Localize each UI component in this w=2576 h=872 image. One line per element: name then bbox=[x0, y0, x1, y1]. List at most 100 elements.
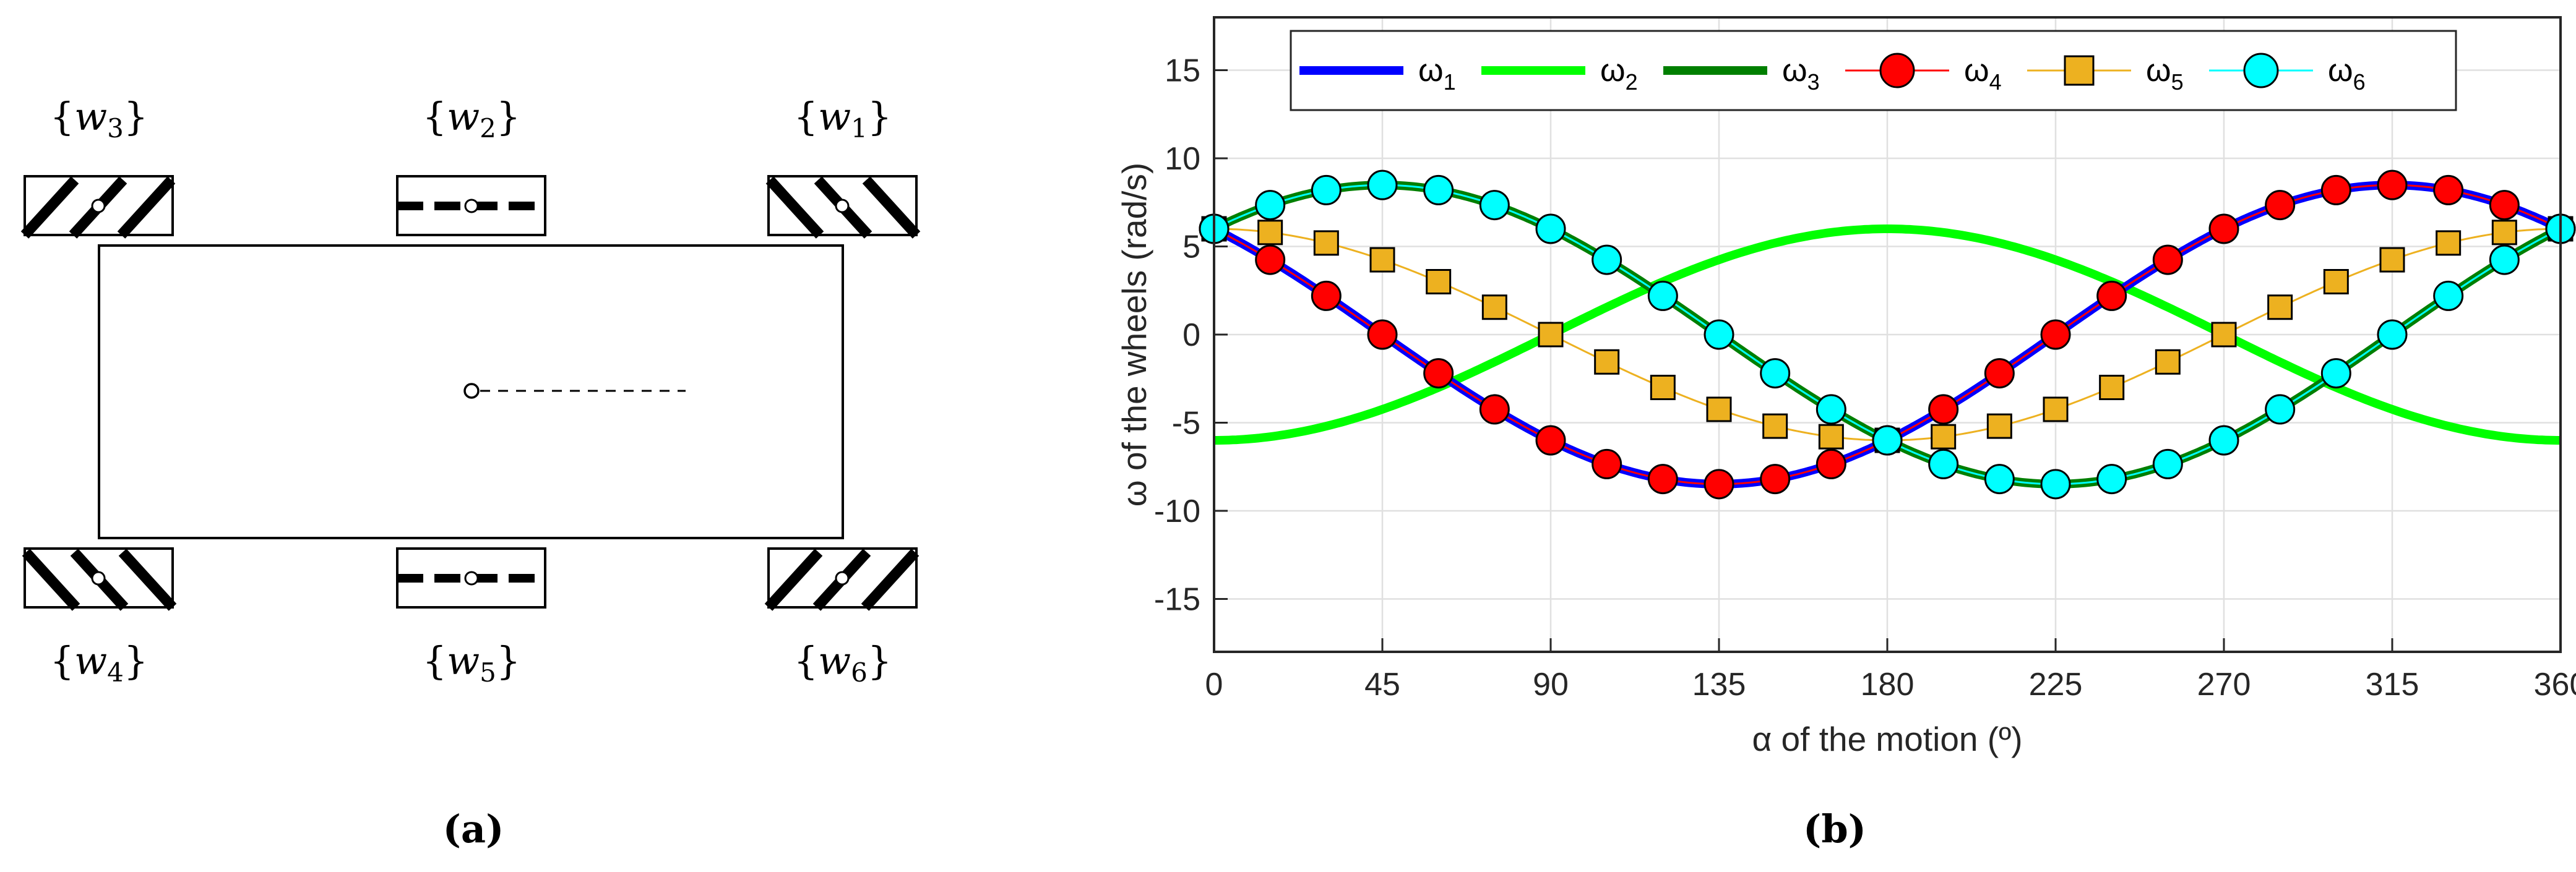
y-tick-label: 5 bbox=[1182, 229, 1200, 265]
marker-w5 bbox=[1762, 413, 1788, 439]
marker-w6 bbox=[1984, 464, 2015, 495]
marker-w4 bbox=[1592, 448, 1622, 479]
marker-w4 bbox=[1704, 469, 1734, 500]
x-tick-label: 225 bbox=[2029, 667, 2083, 703]
marker-w4 bbox=[1928, 394, 1959, 425]
robot-diagram: {w3} {w2} {w1} {w4} {w5} {w6} bbox=[20, 94, 921, 688]
marker-w6 bbox=[1872, 425, 1903, 456]
x-tick-label: 90 bbox=[1533, 667, 1569, 703]
x-tick-label: 180 bbox=[1861, 667, 1915, 703]
marker-w4 bbox=[2208, 213, 2239, 244]
legend-entry-w4: ω4 bbox=[1845, 53, 2002, 95]
legend-entry-w6: ω6 bbox=[2209, 53, 2366, 95]
legend-label-w5: ω5 bbox=[2146, 53, 2184, 95]
panel-a-label: (a) bbox=[443, 806, 504, 852]
x-tick-label: 270 bbox=[2197, 667, 2251, 703]
x-tick-label: 45 bbox=[1364, 667, 1400, 703]
y-axis-label: ω of the wheels (rad/s) bbox=[1115, 163, 1153, 507]
marker-w4 bbox=[1760, 464, 1791, 495]
marker-w4 bbox=[1984, 358, 2015, 389]
marker-w6 bbox=[2265, 394, 2296, 425]
marker-w5 bbox=[2379, 247, 2405, 273]
marker-w4 bbox=[2489, 190, 2520, 221]
marker-w5 bbox=[1931, 424, 1957, 450]
marker-w5 bbox=[1481, 294, 1507, 320]
marker-w6 bbox=[2320, 358, 2351, 389]
marker-w6 bbox=[1704, 319, 1734, 350]
marker-w4 bbox=[1535, 425, 1566, 456]
wheel-label-w3: {w3} bbox=[50, 94, 149, 143]
robot-center-point bbox=[463, 383, 480, 399]
x-tick-label: 0 bbox=[1205, 667, 1223, 703]
y-tick-label: 15 bbox=[1165, 53, 1200, 89]
legend-entry-w1: ω1 bbox=[1299, 53, 1456, 95]
legend-label-w4: ω4 bbox=[1964, 53, 2002, 95]
legend-label-w6: ω6 bbox=[2328, 53, 2366, 95]
y-tick-label: 0 bbox=[1182, 317, 1200, 353]
marker-w6 bbox=[1535, 213, 1566, 244]
wheel-w4 bbox=[22, 547, 177, 611]
marker-w4 bbox=[1311, 280, 1342, 311]
legend-marker-w6 bbox=[2243, 53, 2279, 88]
marker-w4 bbox=[2152, 244, 2183, 275]
marker-w5 bbox=[1706, 396, 1732, 422]
marker-w6 bbox=[2377, 319, 2408, 350]
legend-marker-w5 bbox=[2064, 55, 2095, 86]
x-axis-label: α of the motion (º) bbox=[1752, 720, 2022, 758]
marker-w6 bbox=[1592, 244, 1622, 275]
marker-w6 bbox=[2489, 244, 2520, 275]
panel-b-label: (b) bbox=[1803, 806, 1866, 852]
marker-w6 bbox=[1311, 174, 1342, 205]
y-tick-label: -10 bbox=[1154, 494, 1200, 529]
wheel-label-w4: {w4} bbox=[50, 638, 149, 688]
marker-w4 bbox=[1423, 358, 1454, 389]
chart-grid bbox=[1213, 17, 2562, 652]
marker-w6 bbox=[2433, 280, 2464, 311]
marker-w6 bbox=[1423, 174, 1454, 205]
wheel-label-w5: {w5} bbox=[423, 638, 521, 688]
marker-w4 bbox=[1367, 319, 1398, 350]
marker-w6 bbox=[1647, 280, 1678, 311]
marker-w5 bbox=[2491, 220, 2517, 246]
wheel-w2 bbox=[396, 175, 546, 236]
marker-w5 bbox=[1257, 220, 1283, 246]
chart-ticks: 0 45 90 135 180 225 270 315 360 -15 -10 -5 0 5 10 15 bbox=[1154, 53, 2576, 703]
y-tick-label: 10 bbox=[1165, 141, 1200, 177]
y-tick-label: -15 bbox=[1154, 582, 1200, 618]
marker-w6 bbox=[2096, 464, 2127, 495]
wheel-label-w1: {w1} bbox=[794, 94, 892, 143]
marker-w5 bbox=[1650, 375, 1676, 400]
marker-w6 bbox=[1479, 190, 1510, 221]
marker-w6 bbox=[1367, 169, 1398, 200]
wheel-w5 bbox=[396, 547, 546, 609]
marker-w4 bbox=[1255, 244, 1286, 275]
wheel-w6 bbox=[764, 547, 920, 611]
marker-w6 bbox=[2208, 425, 2239, 456]
marker-w5 bbox=[2099, 375, 2125, 400]
marker-w4 bbox=[1479, 394, 1510, 425]
legend-label-w2: ω2 bbox=[1600, 53, 1638, 95]
marker-w5 bbox=[1818, 424, 1844, 450]
legend-entry-w3: ω3 bbox=[1663, 53, 1820, 95]
marker-w5 bbox=[2043, 396, 2069, 422]
marker-w4 bbox=[1647, 464, 1678, 495]
marker-w4 bbox=[2040, 319, 2071, 350]
marker-w5 bbox=[2155, 349, 2181, 375]
marker-w5 bbox=[1369, 247, 1395, 273]
marker-w4 bbox=[2320, 174, 2351, 205]
marker-w6 bbox=[2152, 448, 2183, 479]
marker-w6 bbox=[1760, 358, 1791, 389]
marker-w4 bbox=[2377, 169, 2408, 200]
marker-w6 bbox=[1255, 190, 1286, 221]
x-tick-label: 135 bbox=[1692, 667, 1746, 703]
marker-w6 bbox=[1928, 448, 1959, 479]
marker-w5 bbox=[2436, 230, 2462, 256]
marker-w5 bbox=[1986, 413, 2012, 439]
legend-entry-w2: ω2 bbox=[1481, 53, 1638, 95]
marker-w5 bbox=[2211, 322, 2237, 348]
legend-entry-w5: ω5 bbox=[2027, 53, 2184, 95]
marker-w4 bbox=[2265, 190, 2296, 221]
marker-w5 bbox=[1313, 230, 1339, 256]
legend-label-w1: ω1 bbox=[1418, 53, 1456, 95]
